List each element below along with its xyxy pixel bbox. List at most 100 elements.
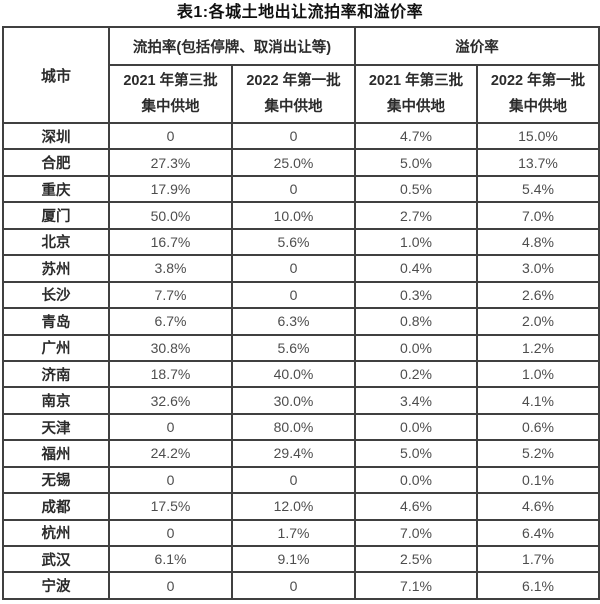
city-name-cell: 合肥 xyxy=(2,148,110,177)
premium-2022-batch1-cell: 1.0% xyxy=(476,359,600,389)
premium-2021-batch3-cell: 2.5% xyxy=(354,544,478,574)
table-row: 广州 30.8% 5.6% 0.0% 1.2% xyxy=(2,333,600,362)
failure-2021-batch3-cell: 50.0% xyxy=(108,201,233,230)
header-group-failure-rate: 流拍率(包括停牌、取消出让等) xyxy=(108,26,356,66)
premium-2021-batch3-cell: 2.7% xyxy=(354,201,478,230)
premium-2021-batch3-cell: 4.6% xyxy=(354,492,478,521)
premium-2022-batch1-cell: 4.8% xyxy=(476,227,600,257)
failure-2022-batch1-cell: 25.0% xyxy=(231,148,356,177)
premium-2021-batch3-cell: 0.5% xyxy=(354,174,478,204)
city-name-cell: 深圳 xyxy=(2,121,110,151)
table-row: 济南 18.7% 40.0% 0.2% 1.0% xyxy=(2,359,600,389)
failure-2021-batch3-cell: 6.1% xyxy=(108,544,233,574)
failure-2021-batch3-cell: 0 xyxy=(108,518,233,548)
failure-2022-batch1-cell: 0 xyxy=(231,280,356,310)
table-row: 合肥 27.3% 25.0% 5.0% 13.7% xyxy=(2,148,600,177)
failure-2021-batch3-cell: 7.7% xyxy=(108,280,233,310)
premium-2022-batch1-cell: 1.2% xyxy=(476,333,600,362)
header-premium-2022-batch1: 2022 年第一批 集中供地 xyxy=(476,64,600,124)
premium-2022-batch1-cell: 2.0% xyxy=(476,307,600,336)
failure-2021-batch3-cell: 32.6% xyxy=(108,386,233,415)
data-table: 城市 流拍率(包括停牌、取消出让等) 溢价率 2021 年第三批 集中供地 20… xyxy=(2,26,600,600)
failure-2021-batch3-cell: 3.8% xyxy=(108,254,233,283)
table-row: 宁波 0 0 7.1% 6.1% xyxy=(2,571,600,600)
failure-2022-batch1-cell: 6.3% xyxy=(231,307,356,336)
premium-2021-batch3-cell: 0.8% xyxy=(354,307,478,336)
failure-2022-batch1-cell: 12.0% xyxy=(231,492,356,521)
failure-2022-batch1-cell: 10.0% xyxy=(231,201,356,230)
city-name-cell: 重庆 xyxy=(2,174,110,204)
city-name-cell: 广州 xyxy=(2,333,110,362)
premium-2022-batch1-cell: 6.1% xyxy=(476,571,600,600)
premium-2021-batch3-cell: 7.0% xyxy=(354,518,478,548)
premium-2022-batch1-cell: 2.6% xyxy=(476,280,600,310)
table-body: 深圳 0 0 4.7% 15.0% 合肥 27.3% 25.0% 5.0% 13… xyxy=(2,121,600,600)
premium-2021-batch3-cell: 5.0% xyxy=(354,148,478,177)
premium-2022-batch1-cell: 7.0% xyxy=(476,201,600,230)
table-row: 长沙 7.7% 0 0.3% 2.6% xyxy=(2,280,600,310)
table-row: 无锡 0 0 0.0% 0.1% xyxy=(2,465,600,495)
failure-2022-batch1-cell: 0 xyxy=(231,465,356,495)
header-premium-2021-batch3: 2021 年第三批 集中供地 xyxy=(354,64,478,124)
failure-2021-batch3-cell: 0 xyxy=(108,465,233,495)
premium-2022-batch1-cell: 3.0% xyxy=(476,254,600,283)
failure-2022-batch1-cell: 29.4% xyxy=(231,439,356,468)
failure-2021-batch3-cell: 17.5% xyxy=(108,492,233,521)
city-name-cell: 济南 xyxy=(2,359,110,389)
premium-2022-batch1-cell: 1.7% xyxy=(476,544,600,574)
city-name-cell: 成都 xyxy=(2,492,110,521)
table-row: 重庆 17.9% 0 0.5% 5.4% xyxy=(2,174,600,204)
premium-2021-batch3-cell: 0.2% xyxy=(354,359,478,389)
failure-2021-batch3-cell: 0 xyxy=(108,571,233,600)
table-row: 天津 0 80.0% 0.0% 0.6% xyxy=(2,412,600,442)
failure-2022-batch1-cell: 5.6% xyxy=(231,227,356,257)
failure-2021-batch3-cell: 27.3% xyxy=(108,148,233,177)
city-name-cell: 长沙 xyxy=(2,280,110,310)
premium-2021-batch3-cell: 7.1% xyxy=(354,571,478,600)
header-failure-2021-batch3: 2021 年第三批 集中供地 xyxy=(108,64,233,124)
city-name-cell: 无锡 xyxy=(2,465,110,495)
failure-2021-batch3-cell: 0 xyxy=(108,412,233,442)
premium-2022-batch1-cell: 6.4% xyxy=(476,518,600,548)
failure-2022-batch1-cell: 80.0% xyxy=(231,412,356,442)
premium-2021-batch3-cell: 5.0% xyxy=(354,439,478,468)
premium-2021-batch3-cell: 1.0% xyxy=(354,227,478,257)
table-row: 南京 32.6% 30.0% 3.4% 4.1% xyxy=(2,386,600,415)
city-name-cell: 南京 xyxy=(2,386,110,415)
table-row: 福州 24.2% 29.4% 5.0% 5.2% xyxy=(2,439,600,468)
premium-2021-batch3-cell: 0.0% xyxy=(354,412,478,442)
failure-2021-batch3-cell: 16.7% xyxy=(108,227,233,257)
failure-2021-batch3-cell: 24.2% xyxy=(108,439,233,468)
premium-2022-batch1-cell: 0.1% xyxy=(476,465,600,495)
failure-2022-batch1-cell: 5.6% xyxy=(231,333,356,362)
premium-2022-batch1-cell: 4.6% xyxy=(476,492,600,521)
failure-2022-batch1-cell: 40.0% xyxy=(231,359,356,389)
city-name-cell: 宁波 xyxy=(2,571,110,600)
header-group-premium-rate: 溢价率 xyxy=(354,26,600,66)
table-title: 表1:各城土地出让流拍率和溢价率 xyxy=(176,4,424,21)
city-name-cell: 武汉 xyxy=(2,544,110,574)
city-name-cell: 天津 xyxy=(2,412,110,442)
premium-2022-batch1-cell: 5.4% xyxy=(476,174,600,204)
table-row: 深圳 0 0 4.7% 15.0% xyxy=(2,121,600,151)
failure-2022-batch1-cell: 0 xyxy=(231,254,356,283)
premium-2021-batch3-cell: 0.3% xyxy=(354,280,478,310)
table-row: 武汉 6.1% 9.1% 2.5% 1.7% xyxy=(2,544,600,574)
premium-2021-batch3-cell: 3.4% xyxy=(354,386,478,415)
failure-2022-batch1-cell: 0 xyxy=(231,121,356,151)
table-row: 苏州 3.8% 0 0.4% 3.0% xyxy=(2,254,600,283)
failure-2022-batch1-cell: 0 xyxy=(231,571,356,600)
table-row: 成都 17.5% 12.0% 4.6% 4.6% xyxy=(2,492,600,521)
premium-2022-batch1-cell: 0.6% xyxy=(476,412,600,442)
premium-2022-batch1-cell: 5.2% xyxy=(476,439,600,468)
failure-2021-batch3-cell: 0 xyxy=(108,121,233,151)
header-failure-2022-batch1: 2022 年第一批 集中供地 xyxy=(231,64,356,124)
failure-2022-batch1-cell: 30.0% xyxy=(231,386,356,415)
table-row: 厦门 50.0% 10.0% 2.7% 7.0% xyxy=(2,201,600,230)
premium-2022-batch1-cell: 15.0% xyxy=(476,121,600,151)
failure-2022-batch1-cell: 1.7% xyxy=(231,518,356,548)
group-header-row: 城市 流拍率(包括停牌、取消出让等) 溢价率 xyxy=(2,26,600,124)
city-name-cell: 福州 xyxy=(2,439,110,468)
failure-2021-batch3-cell: 6.7% xyxy=(108,307,233,336)
